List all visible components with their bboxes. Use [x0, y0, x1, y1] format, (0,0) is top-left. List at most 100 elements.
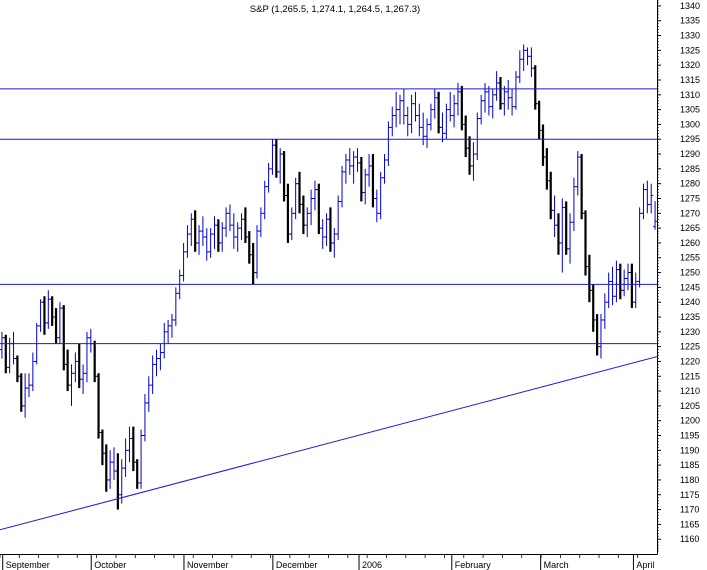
- price-bar: [54, 308, 59, 344]
- price-bar: [135, 459, 140, 489]
- price-bar: [158, 343, 163, 371]
- x-tick-label: 2006: [362, 560, 382, 570]
- y-tick-label: 1160: [680, 534, 699, 544]
- price-bar: [212, 216, 217, 249]
- price-bar: [224, 207, 229, 238]
- price-bar: [166, 319, 171, 344]
- x-tick-label: April: [636, 560, 654, 570]
- price-bar: [309, 189, 314, 226]
- price-bar: [154, 349, 159, 377]
- price-bar: [200, 216, 205, 246]
- price-bar: [637, 207, 642, 288]
- price-bar: [432, 88, 437, 119]
- price-bar: [73, 352, 78, 383]
- y-tick-label: 1230: [680, 327, 700, 337]
- price-bar: [417, 103, 422, 137]
- y-tick-label: 1250: [680, 268, 700, 278]
- price-bar: [568, 213, 573, 264]
- price-bar: [100, 429, 105, 466]
- y-tick-label: 1325: [680, 45, 700, 55]
- price-bar: [57, 302, 62, 344]
- price-bar: [467, 136, 472, 175]
- price-bar: [336, 195, 341, 240]
- price-bar: [556, 213, 561, 255]
- y-tick-label: 1300: [680, 119, 700, 129]
- price-bar: [575, 151, 580, 196]
- price-bar: [591, 284, 596, 332]
- y-tick-label: 1340: [680, 1, 700, 11]
- x-tick-label: November: [187, 560, 229, 570]
- price-bar: [425, 118, 430, 149]
- price-bar: [544, 148, 549, 190]
- price-bar: [560, 198, 565, 273]
- price-bar: [297, 171, 302, 214]
- price-bar: [77, 343, 82, 389]
- y-tick-label: 1220: [680, 356, 700, 366]
- price-bar: [119, 459, 124, 504]
- price-bar: [579, 154, 584, 220]
- price-bar: [359, 157, 364, 202]
- price-bar: [3, 334, 8, 374]
- price-bar: [618, 263, 623, 300]
- price-bar: [251, 242, 256, 285]
- y-tick-label: 1255: [680, 253, 700, 263]
- price-bar: [351, 151, 356, 184]
- price-bar: [108, 450, 113, 489]
- y-tick-label: 1315: [680, 75, 700, 85]
- price-bar: [227, 204, 232, 232]
- price-bar: [355, 148, 360, 172]
- y-tick-label: 1295: [680, 134, 700, 144]
- price-bar: [235, 222, 240, 252]
- y-tick-label: 1330: [680, 31, 700, 41]
- price-bar: [247, 231, 252, 264]
- trendline: [0, 356, 657, 531]
- price-bar: [494, 71, 499, 101]
- chart-title: S&P (1,265.5, 1,274.1, 1,264.5, 1,267.3): [250, 4, 420, 15]
- price-bar: [378, 171, 383, 220]
- price-bar: [363, 168, 368, 205]
- price-bar: [26, 373, 31, 397]
- y-tick-label: 1170: [680, 505, 699, 515]
- y-tick-label: 1275: [680, 193, 700, 203]
- price-bar: [552, 195, 557, 238]
- price-bar: [629, 263, 634, 309]
- price-bar: [564, 201, 569, 255]
- price-bar: [69, 364, 74, 406]
- price-bar: [633, 272, 638, 309]
- price-bar: [606, 272, 611, 309]
- price-bar: [255, 225, 259, 279]
- price-bar: [146, 376, 151, 412]
- price-bar: [220, 222, 225, 252]
- price-bar: [483, 82, 488, 113]
- reference-lines: [0, 88, 657, 531]
- y-tick-label: 1215: [680, 371, 700, 381]
- price-bar: [382, 154, 387, 184]
- price-bar: [405, 106, 410, 137]
- price-bar: [645, 180, 650, 214]
- price-bar: [653, 201, 658, 230]
- price-bar: [525, 47, 530, 66]
- y-tick-label: 1270: [680, 208, 700, 218]
- price-bar: [347, 148, 352, 175]
- y-tick-label: 1240: [680, 297, 700, 307]
- price-bar: [243, 207, 248, 243]
- price-bar: [548, 171, 553, 220]
- price-bar: [428, 103, 433, 131]
- y-tick-label: 1205: [680, 401, 700, 411]
- price-bar: [216, 219, 221, 252]
- price-bar: [258, 207, 263, 238]
- price-bar: [112, 447, 117, 480]
- price-bar: [332, 228, 337, 258]
- price-bar: [413, 91, 418, 122]
- y-tick-label: 1180: [680, 475, 699, 485]
- y-tick-label: 1175: [680, 490, 699, 500]
- y-axis: 1160 1165 1170 1175 1180 1185 1190 1195 1200 1205…: [657, 0, 700, 552]
- price-bar: [173, 287, 178, 326]
- price-bar: [270, 139, 275, 175]
- x-tick-label: February: [455, 560, 492, 570]
- y-tick-label: 1190: [680, 445, 699, 455]
- price-bar: [204, 228, 209, 261]
- price-bar: [96, 373, 101, 439]
- price-bar: [15, 355, 20, 383]
- price-bar: [274, 139, 279, 178]
